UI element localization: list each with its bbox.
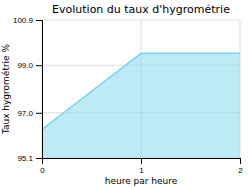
tick-mark [36, 113, 42, 114]
tick-mark [240, 158, 241, 164]
tick-mark [36, 158, 42, 159]
x-tick: 2 [238, 158, 243, 175]
x-tick: 1 [139, 158, 144, 175]
y-axis: 95.1 97.0 99.0 100.9 [13, 16, 43, 163]
y-tick: 99.0 [17, 61, 42, 70]
marks [42, 53, 240, 158]
y-tick: 95.1 [17, 154, 42, 163]
axis-line [36, 21, 43, 159]
y-tick: 97.0 [17, 109, 42, 118]
area [42, 53, 240, 158]
tick-mark [141, 158, 142, 164]
line [42, 53, 240, 129]
tick-label: 99.0 [17, 61, 33, 70]
tick-label: 0 [40, 166, 45, 175]
tick-label: 97.0 [17, 109, 33, 118]
tick-label: 2 [238, 166, 243, 175]
chart: 0 1 2 95.1 97.0 99.0 100.9 Evolution du taux d'… [0, 0, 250, 188]
plot: 0 1 2 95.1 97.0 99.0 100.9 [13, 16, 243, 175]
y-axis-title: Taux hygrométrie % [1, 43, 11, 135]
grid [42, 20, 240, 158]
tick-mark [36, 20, 42, 21]
tick-label: 100.9 [13, 16, 34, 25]
y-tick: 100.9 [13, 16, 42, 25]
tick-mark [36, 65, 42, 66]
tick-label: 1 [139, 166, 144, 175]
x-tick: 0 [40, 158, 45, 175]
x-axis-title: heure par heure [105, 176, 178, 186]
title: Evolution du taux d'hygrométrie [52, 3, 230, 16]
tick-label: 95.1 [17, 154, 33, 163]
x-axis: 0 1 2 [40, 158, 243, 175]
axis-line [43, 159, 241, 165]
